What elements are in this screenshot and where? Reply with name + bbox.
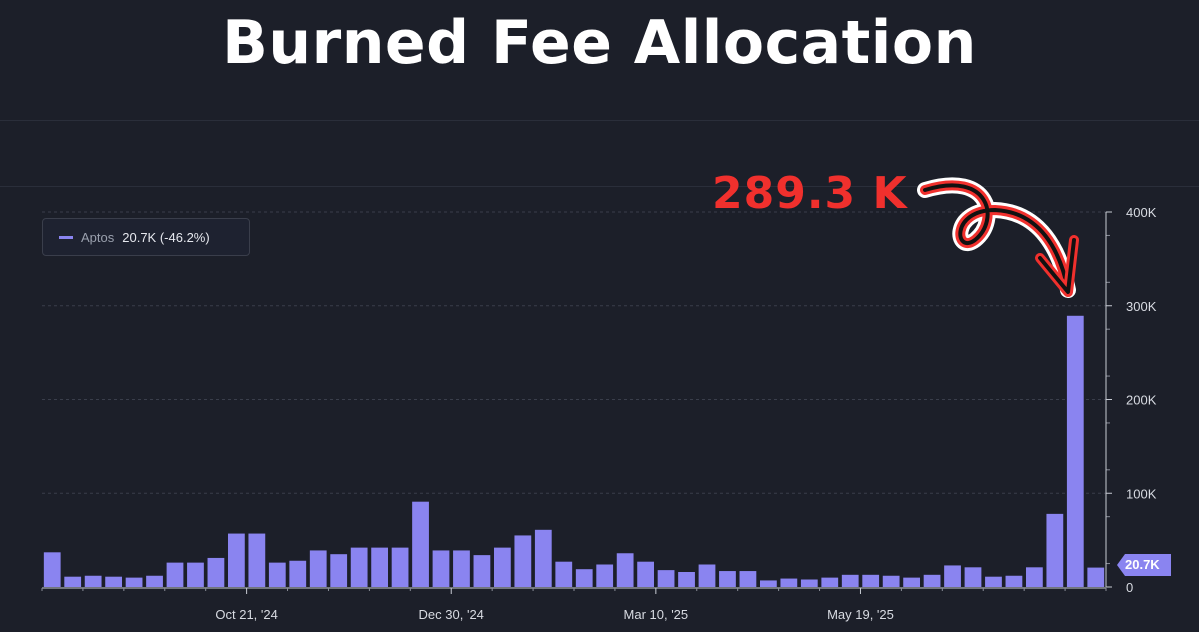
y-tick-label: 300K [1126, 299, 1157, 314]
bar [759, 580, 777, 587]
last-value-label: 20.7K [1125, 557, 1160, 572]
x-tick-label: Oct 21, '24 [215, 607, 277, 622]
bar [43, 552, 61, 587]
bar [800, 579, 818, 587]
bar [248, 533, 266, 587]
bar [1087, 567, 1105, 587]
bar [985, 576, 1002, 587]
divider [0, 120, 1199, 121]
bar [575, 569, 593, 587]
peak-annotation: 289.3 K [712, 168, 908, 219]
bar [719, 571, 736, 587]
bar [1025, 567, 1043, 587]
legend-swatch [59, 235, 73, 239]
bar [780, 578, 798, 587]
bar [616, 553, 634, 587]
divider [0, 186, 1199, 187]
bar [944, 565, 961, 587]
bar [596, 564, 614, 587]
bar [453, 550, 470, 587]
y-tick-label: 200K [1126, 393, 1157, 408]
legend-series-name: Aptos [81, 229, 115, 245]
bar [821, 577, 839, 587]
y-tick-label: 100K [1126, 486, 1157, 501]
bar [473, 555, 491, 587]
bar [227, 533, 245, 587]
y-tick-label: 0 [1126, 580, 1133, 595]
bar [637, 561, 655, 587]
x-tick-label: May 19, '25 [827, 607, 894, 622]
last-value-badge [1117, 554, 1171, 576]
legend[interactable]: Aptos 20.7K (-46.2%) [42, 218, 250, 256]
legend-series-value: 20.7K (-46.2%) [122, 229, 210, 245]
bar [698, 564, 716, 587]
bar [964, 567, 982, 587]
bar [207, 557, 225, 587]
x-tick-label: Dec 30, '24 [419, 607, 484, 622]
bar [125, 577, 143, 587]
bar [64, 576, 82, 587]
bar [657, 570, 675, 587]
bar [534, 529, 552, 587]
bar [1046, 513, 1064, 587]
bar [862, 574, 880, 587]
bar [309, 550, 327, 587]
bar [514, 535, 532, 587]
y-tick-label: 400K [1126, 205, 1157, 220]
bar [1005, 575, 1023, 587]
bar [268, 562, 286, 587]
bar [841, 574, 859, 587]
bar [105, 576, 123, 587]
bar [555, 561, 573, 587]
bar [187, 562, 204, 587]
bar [882, 575, 900, 587]
bar [84, 575, 102, 587]
bar [371, 547, 389, 587]
bar [330, 554, 348, 587]
bar [432, 550, 450, 587]
bar [493, 547, 511, 587]
bar [903, 577, 921, 587]
bar [391, 547, 409, 587]
bar [350, 547, 368, 587]
x-tick-label: Mar 10, '25 [624, 607, 689, 622]
bar [166, 562, 184, 587]
bar [146, 575, 163, 587]
bar [1066, 315, 1084, 587]
chart-title: Burned Fee Allocation [222, 8, 977, 78]
bar [289, 560, 307, 587]
bar [412, 501, 429, 587]
bar [678, 572, 695, 587]
bar [739, 571, 757, 587]
bar [923, 574, 941, 587]
